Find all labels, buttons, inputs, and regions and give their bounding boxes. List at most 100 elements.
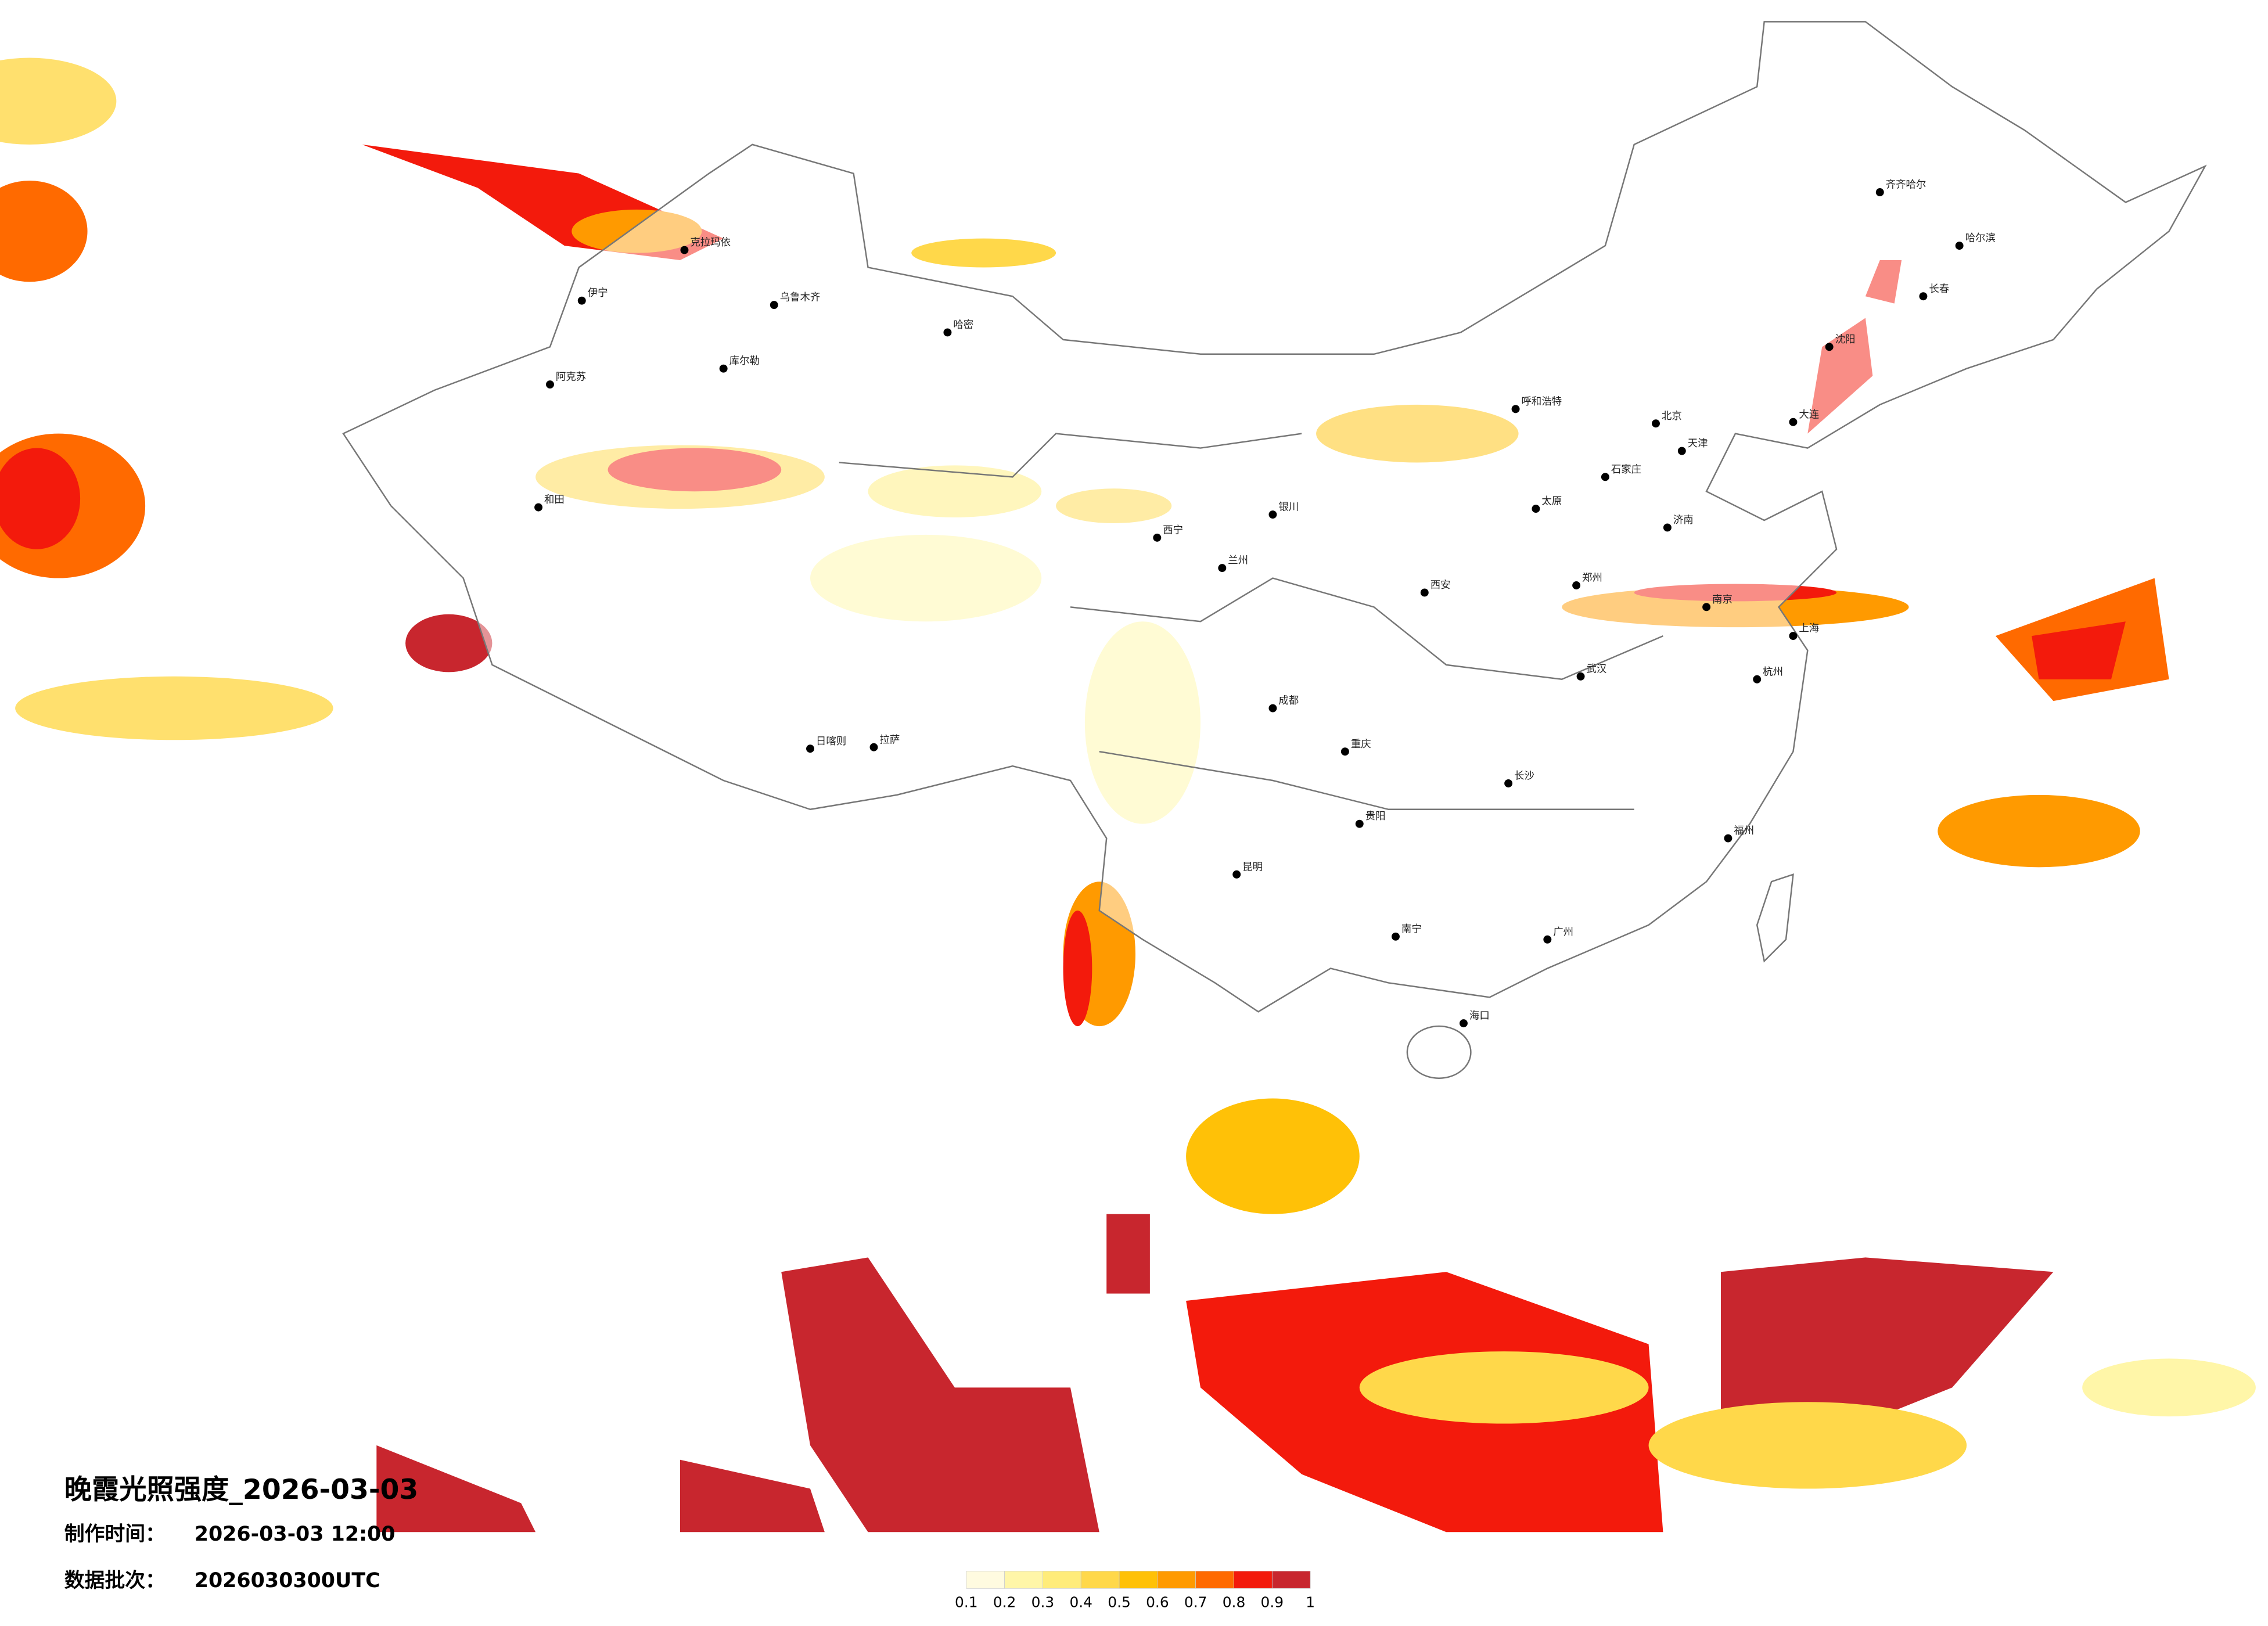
colorbar: 0.1 0.2 0.3 0.4 0.5 0.6 0.7 0.8 0.9 1: [955, 1571, 1315, 1611]
city-dot: [534, 503, 543, 512]
city-label: 济南: [1673, 515, 1694, 526]
colorbar-cell: [1043, 1571, 1081, 1589]
city-dot: [1789, 632, 1798, 641]
city-label: 哈尔滨: [1965, 233, 1996, 244]
city-dot: [546, 380, 554, 389]
city-dot: [1919, 292, 1928, 301]
city-label: 上海: [1799, 623, 1819, 635]
city-dot: [1652, 419, 1660, 428]
city-dot: [1576, 672, 1585, 681]
city-label: 兰州: [1228, 555, 1248, 567]
city-dot: [1955, 242, 1964, 250]
colorbar-cell: [1080, 1571, 1120, 1589]
city-label: 贵阳: [1365, 811, 1386, 822]
city-label: 库尔勒: [729, 355, 760, 367]
colorbar-cell: [1234, 1571, 1273, 1589]
city-dot: [680, 246, 689, 254]
city-label: 和田: [544, 494, 565, 506]
city-label: 北京: [1662, 411, 1682, 422]
colorbar-tick-label: 0.5: [1108, 1594, 1131, 1611]
city-dot: [1268, 510, 1277, 519]
city-label: 石家庄: [1611, 464, 1641, 476]
city-dot: [1268, 704, 1277, 713]
city-label: 西宁: [1163, 524, 1183, 536]
city-label: 伊宁: [588, 287, 608, 299]
colorbar-tick-label: 1: [1306, 1594, 1315, 1611]
city-label: 成都: [1278, 695, 1299, 707]
city-dot: [719, 364, 728, 373]
city-dot: [1511, 405, 1520, 413]
city-label: 乌鲁木齐: [780, 292, 821, 304]
city-dot: [1875, 188, 1884, 196]
colorbar-tick-label: 0.1: [955, 1594, 978, 1611]
city-label: 郑州: [1582, 573, 1602, 584]
colorbar-tick-label: 0.2: [993, 1594, 1016, 1611]
batch-label: 数据批次：: [64, 1569, 166, 1592]
city-label: 南宁: [1401, 923, 1422, 935]
city-label: 哈密: [953, 319, 973, 331]
city-dot: [1392, 932, 1400, 941]
city-dot: [869, 743, 878, 751]
city-label: 海口: [1469, 1010, 1490, 1022]
colorbar-tick-label: 0.8: [1223, 1594, 1246, 1611]
made-time-value: 2026-03-03 12:00: [195, 1523, 396, 1546]
colorbar-cell: [1271, 1571, 1311, 1589]
city-dot: [1702, 603, 1711, 611]
colorbar-tick-label: 0.9: [1261, 1594, 1284, 1611]
city-dot: [806, 744, 814, 753]
city-dot: [943, 328, 952, 337]
city-dot: [577, 296, 586, 305]
city-label: 克拉玛依: [690, 237, 731, 249]
city-label: 大连: [1799, 409, 1819, 420]
city-dot: [1753, 675, 1762, 684]
city-dot: [1459, 1019, 1468, 1028]
city-dot: [1153, 533, 1162, 542]
city-dot: [1504, 779, 1513, 787]
city-label: 天津: [1688, 438, 1708, 449]
city-dot: [1601, 473, 1609, 481]
city-label: 广州: [1553, 926, 1573, 938]
city-dot: [1825, 343, 1834, 351]
city-dot: [1677, 447, 1686, 455]
city-label: 阿克苏: [556, 372, 586, 383]
map-title: 晚霞光照强度_2026-03-03: [64, 1474, 419, 1506]
city-dot: [1340, 747, 1349, 756]
colorbar-cell: [1004, 1571, 1043, 1589]
city-label: 昆明: [1242, 861, 1263, 873]
city-dot: [1532, 505, 1540, 513]
city-dot: [770, 301, 778, 310]
city-dot: [1572, 581, 1581, 589]
city-label: 杭州: [1763, 666, 1783, 678]
city-label: 长沙: [1514, 771, 1534, 782]
city-dot: [1420, 588, 1429, 597]
city-dot: [1663, 523, 1672, 532]
city-label: 长春: [1929, 283, 1949, 295]
colorbar-cell: [1157, 1571, 1196, 1589]
city-label: 太原: [1541, 496, 1562, 508]
city-dot: [1724, 834, 1733, 843]
city-label: 沈阳: [1835, 334, 1856, 346]
city-label: 银川: [1278, 502, 1299, 513]
city-label: 南京: [1712, 594, 1733, 606]
city-label: 武汉: [1587, 663, 1607, 675]
colorbar-cell: [1195, 1571, 1234, 1589]
city-dot: [1789, 418, 1798, 426]
colorbar-tick-label: 0.3: [1031, 1594, 1055, 1611]
city-label: 西安: [1430, 580, 1451, 591]
city-label: 拉萨: [879, 734, 900, 746]
batch-value: 2026030300UTC: [195, 1569, 380, 1592]
city-dot: [1218, 564, 1227, 573]
colorbar-cell: [966, 1571, 1005, 1589]
colorbar-tick-label: 0.6: [1146, 1594, 1169, 1611]
city-label: 日喀则: [816, 736, 846, 747]
colorbar-cell: [1119, 1571, 1158, 1589]
city-label: 重庆: [1351, 739, 1371, 750]
colorbar-tick-label: 0.4: [1069, 1594, 1092, 1611]
city-dot: [1543, 935, 1552, 944]
made-time-label: 制作时间：: [64, 1523, 166, 1546]
city-label: 福州: [1734, 825, 1754, 837]
city-label: 呼和浩特: [1522, 396, 1562, 408]
